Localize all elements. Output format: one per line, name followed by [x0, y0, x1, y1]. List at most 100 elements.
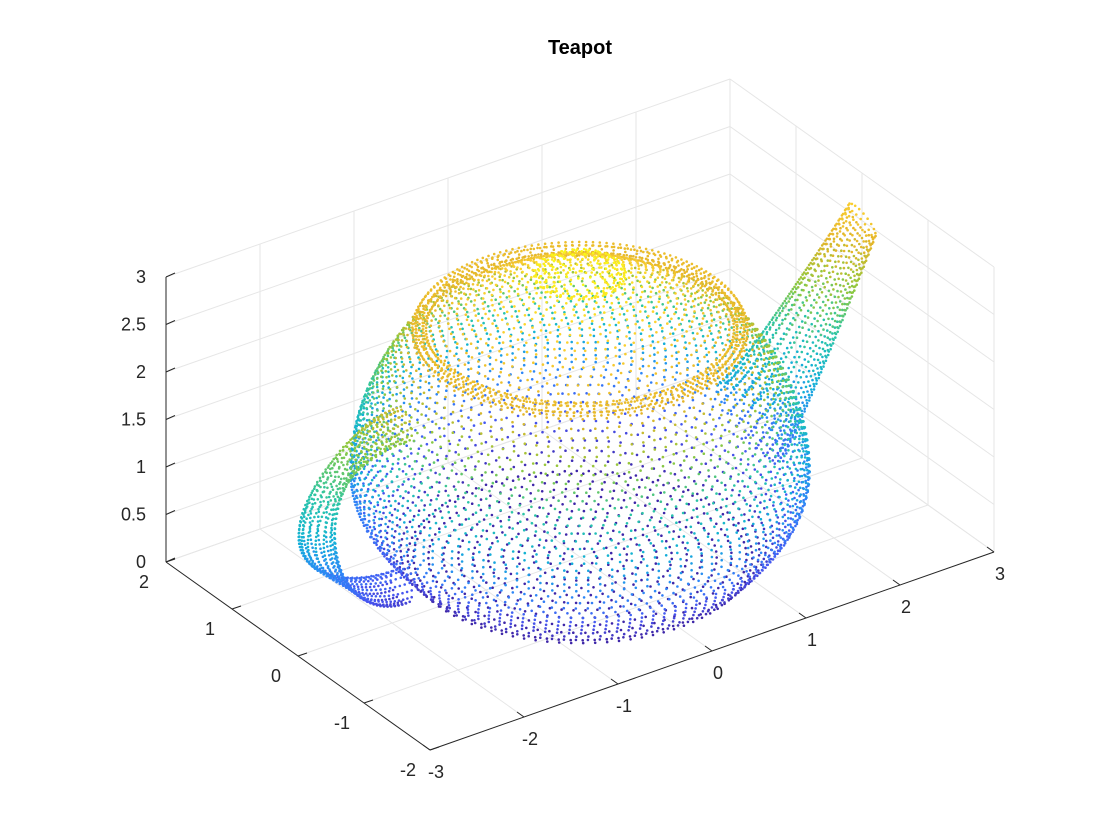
data-point	[475, 274, 478, 277]
data-point	[473, 278, 476, 282]
data-point	[477, 365, 481, 369]
data-point	[781, 408, 784, 412]
data-point	[444, 294, 448, 298]
data-point	[796, 286, 800, 289]
data-point	[452, 275, 456, 279]
data-point	[461, 539, 465, 542]
data-point	[432, 304, 435, 307]
data-point	[840, 314, 844, 318]
data-point	[489, 282, 492, 285]
data-point	[509, 273, 513, 276]
data-point	[707, 532, 710, 536]
data-point	[684, 525, 688, 529]
data-point	[788, 292, 791, 296]
data-point	[491, 541, 494, 545]
data-point	[436, 282, 439, 285]
data-point	[677, 485, 680, 488]
data-point	[600, 255, 604, 259]
data-point	[497, 302, 501, 306]
data-point	[805, 404, 809, 408]
data-point	[663, 277, 667, 281]
data-point	[392, 548, 396, 551]
data-point	[644, 265, 648, 269]
data-point	[713, 285, 716, 289]
data-point	[413, 472, 417, 476]
data-point	[732, 328, 736, 332]
data-point	[789, 410, 792, 413]
data-point	[651, 286, 654, 290]
data-point	[644, 268, 648, 271]
data-point	[800, 409, 804, 413]
data-point	[635, 413, 639, 417]
data-point	[595, 271, 599, 274]
data-point	[712, 318, 716, 321]
data-point	[585, 305, 588, 308]
data-point	[710, 433, 713, 436]
data-point	[742, 369, 745, 372]
data-point	[641, 328, 644, 332]
data-point	[777, 522, 781, 525]
data-point	[574, 271, 578, 274]
data-point	[769, 375, 773, 378]
data-point	[543, 571, 547, 575]
data-point	[874, 234, 877, 238]
data-point	[617, 301, 621, 305]
data-point	[795, 336, 799, 340]
data-point	[532, 247, 536, 251]
data-point	[799, 396, 803, 399]
data-point	[526, 258, 529, 261]
data-point	[801, 437, 805, 441]
data-point	[592, 586, 595, 589]
data-point	[626, 309, 629, 313]
data-point	[741, 310, 744, 314]
data-point	[512, 444, 516, 448]
data-point	[372, 385, 375, 388]
data-point	[746, 329, 749, 332]
data-point	[450, 326, 453, 329]
data-point	[453, 500, 457, 504]
data-point	[803, 410, 806, 413]
data-point	[425, 320, 429, 323]
data-point	[705, 320, 709, 323]
data-point	[603, 278, 607, 282]
data-point	[466, 298, 470, 301]
data-point	[487, 254, 490, 258]
data-point	[718, 457, 722, 461]
data-point	[594, 273, 597, 277]
data-point	[445, 289, 448, 293]
data-point	[588, 532, 591, 536]
data-point	[493, 277, 497, 281]
data-point	[582, 296, 586, 299]
data-point	[714, 424, 718, 428]
data-point	[641, 351, 645, 355]
data-point	[688, 319, 691, 323]
data-point	[612, 252, 615, 255]
data-point	[412, 514, 416, 518]
data-point	[789, 322, 792, 325]
data-point	[421, 324, 425, 328]
data-point	[413, 486, 416, 489]
data-point	[405, 526, 408, 529]
data-point	[823, 335, 826, 338]
data-point	[690, 292, 693, 296]
data-point	[603, 480, 606, 484]
data-point	[846, 238, 849, 241]
data-point	[480, 324, 483, 327]
data-point	[386, 382, 390, 385]
data-point	[368, 393, 371, 396]
data-point	[393, 365, 397, 369]
data-point	[507, 515, 511, 519]
data-point	[605, 241, 608, 245]
data-point	[850, 291, 853, 295]
data-point	[606, 286, 609, 290]
data-point	[803, 456, 807, 459]
data-point	[594, 419, 598, 423]
data-point	[850, 250, 854, 254]
data-point	[853, 228, 857, 232]
data-point	[459, 273, 462, 277]
data-point	[481, 302, 485, 305]
data-point	[819, 247, 822, 250]
data-point	[399, 549, 403, 553]
data-point	[820, 274, 823, 278]
data-point	[829, 245, 833, 248]
